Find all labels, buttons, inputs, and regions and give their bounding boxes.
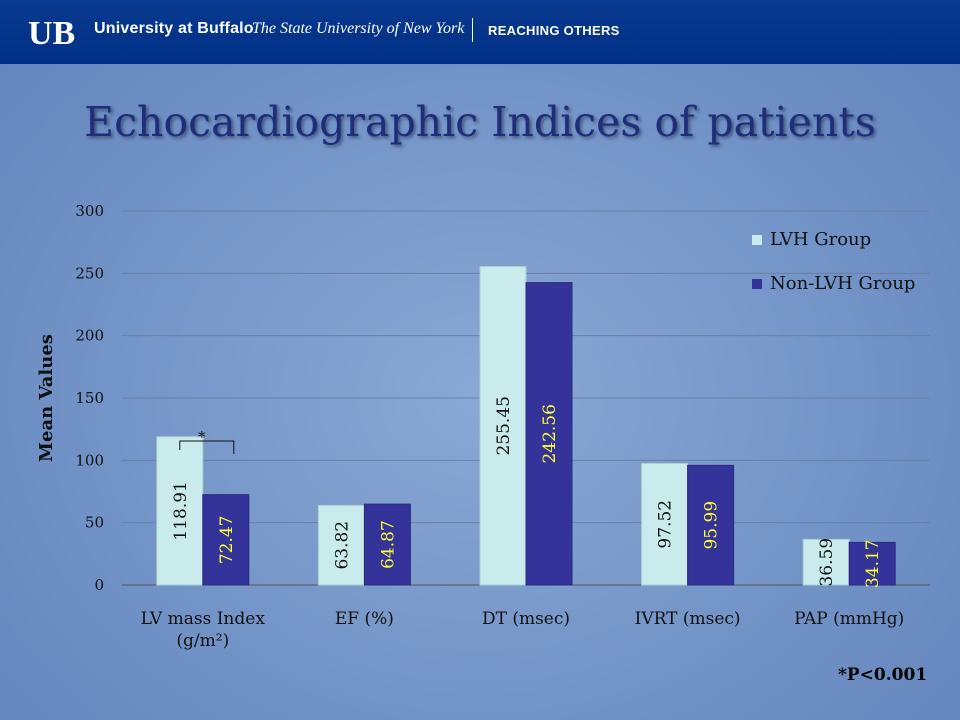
significance-marker: *: [198, 428, 206, 446]
y-axis-ticks: 0 50 100 150 200 250 300: [75, 202, 104, 594]
svg-text:UB: UB: [28, 15, 75, 50]
data-label-non-lvh: 242.56: [540, 404, 560, 463]
data-label-non-lvh: 34.17: [863, 539, 883, 588]
data-label-lvh: 255.45: [494, 396, 514, 455]
data-label-non-lvh: 64.87: [378, 520, 398, 569]
y-tick-label: 100: [75, 451, 104, 469]
data-label-lvh: 97.52: [656, 500, 676, 549]
x-category-label: (g/m²): [176, 631, 229, 651]
y-tick-label: 150: [75, 389, 104, 407]
ub-logo-icon: UB: [28, 15, 75, 50]
x-category-label: EF (%): [335, 609, 394, 629]
data-label-non-lvh: 72.47: [217, 515, 237, 564]
bar-non-lvh: [848, 541, 896, 586]
x-category-label: LV mass Index: [141, 609, 266, 629]
legend-swatch-lvh: [752, 235, 762, 245]
y-tick-label: 300: [75, 202, 104, 220]
data-label-non-lvh: 95.99: [702, 501, 722, 550]
header-bar: UB University at Buffalo The State Unive…: [0, 0, 960, 64]
significance-bracket: *: [179, 428, 235, 454]
x-axis-categories: LV mass Index(g/m²) EF (%) DT (msec) IVRT (…: [141, 609, 905, 651]
university-name: University at Buffalo: [94, 20, 254, 37]
tagline: REACHING OTHERS: [488, 23, 620, 38]
p-value-footnote: *P<0.001: [838, 665, 928, 685]
data-label-lvh: 63.82: [332, 521, 352, 570]
bar-non-lvh: [363, 503, 411, 586]
significance-bracket-line: [179, 440, 235, 454]
bar-lvh: [641, 462, 689, 586]
data-label-lvh: 118.91: [171, 481, 191, 540]
bar-non-lvh: [687, 464, 735, 586]
legend: LVH Group Non-LVH Group: [752, 229, 915, 294]
bar-non-lvh: [525, 282, 573, 586]
y-tick-label: 50: [85, 514, 104, 532]
x-category-label: DT (msec): [482, 609, 570, 629]
slide-title: Echocardiographic Indices of patients: [84, 98, 876, 146]
legend-swatch-non-lvh: [752, 279, 762, 289]
header-divider: [472, 18, 473, 42]
bar-lvh: [156, 436, 204, 586]
bars: 118.91 72.47 63.82 64.87 255.45 242.56 97.52 95…: [156, 266, 896, 588]
data-label-lvh: 36.59: [817, 538, 837, 587]
legend-label-non-lvh: Non-LVH Group: [770, 273, 915, 294]
y-tick-label: 0: [94, 576, 104, 594]
y-tick-label: 250: [75, 264, 104, 282]
y-tick-label: 200: [75, 327, 104, 345]
x-category-label: PAP (mmHg): [794, 609, 904, 629]
suny-name: The State University of New York: [252, 20, 465, 37]
y-axis-label: Mean Values: [36, 334, 57, 462]
bar-lvh: [479, 266, 527, 586]
x-category-label: IVRT (msec): [635, 609, 741, 629]
bar-non-lvh: [202, 494, 250, 586]
legend-label-lvh: LVH Group: [770, 229, 871, 250]
bar-lvh: [802, 538, 850, 586]
